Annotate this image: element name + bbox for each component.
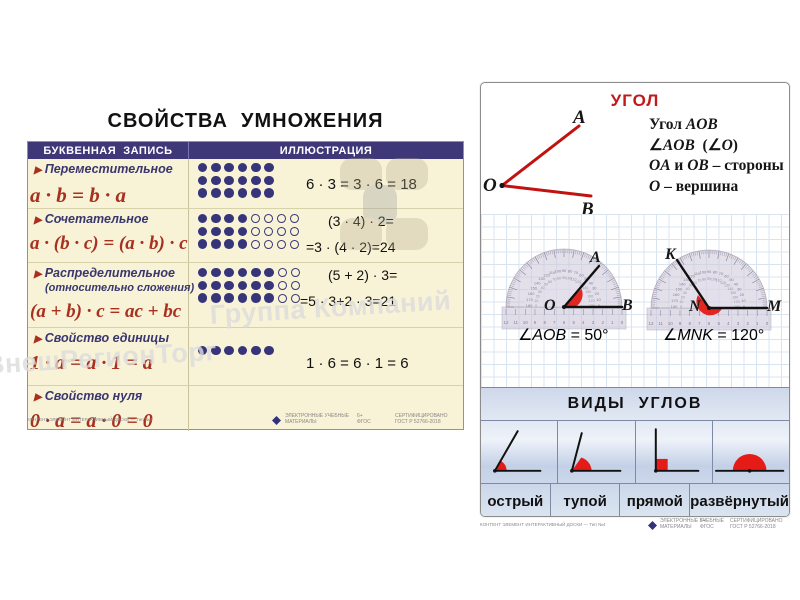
svg-text:O: O — [483, 175, 497, 196]
svg-text:A: A — [572, 107, 586, 128]
